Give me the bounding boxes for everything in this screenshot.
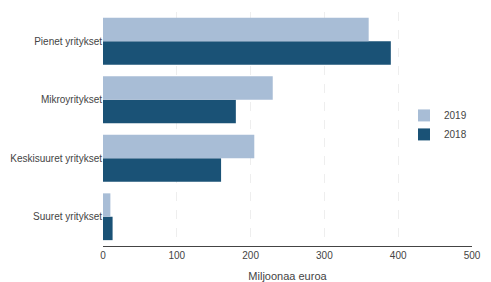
svg-text:300: 300 [316,250,333,261]
svg-text:Suuret yritykset: Suuret yritykset [33,211,102,222]
svg-text:200: 200 [242,250,259,261]
svg-text:Miljoonaa euroa: Miljoonaa euroa [248,270,327,282]
svg-text:400: 400 [390,250,407,261]
svg-text:Mikroyritykset: Mikroyritykset [41,94,102,105]
svg-text:2018: 2018 [444,129,467,140]
svg-text:500: 500 [464,250,481,261]
svg-text:Pienet yritykset: Pienet yritykset [34,36,102,47]
svg-text:100: 100 [168,250,185,261]
svg-text:Keskisuuret yritykset: Keskisuuret yritykset [10,153,102,164]
svg-text:0: 0 [100,250,106,261]
svg-text:2019: 2019 [444,110,467,121]
